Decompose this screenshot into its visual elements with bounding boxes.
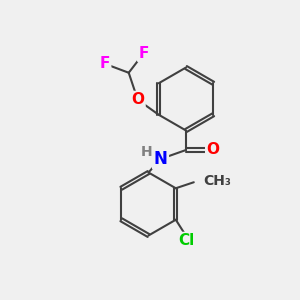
Text: Cl: Cl xyxy=(178,233,194,248)
Text: F: F xyxy=(100,56,110,71)
Text: N: N xyxy=(154,150,167,168)
Text: H: H xyxy=(141,145,153,158)
Text: F: F xyxy=(139,46,149,61)
Text: CH₃: CH₃ xyxy=(203,174,231,188)
Text: O: O xyxy=(131,92,144,107)
Text: O: O xyxy=(206,142,220,158)
